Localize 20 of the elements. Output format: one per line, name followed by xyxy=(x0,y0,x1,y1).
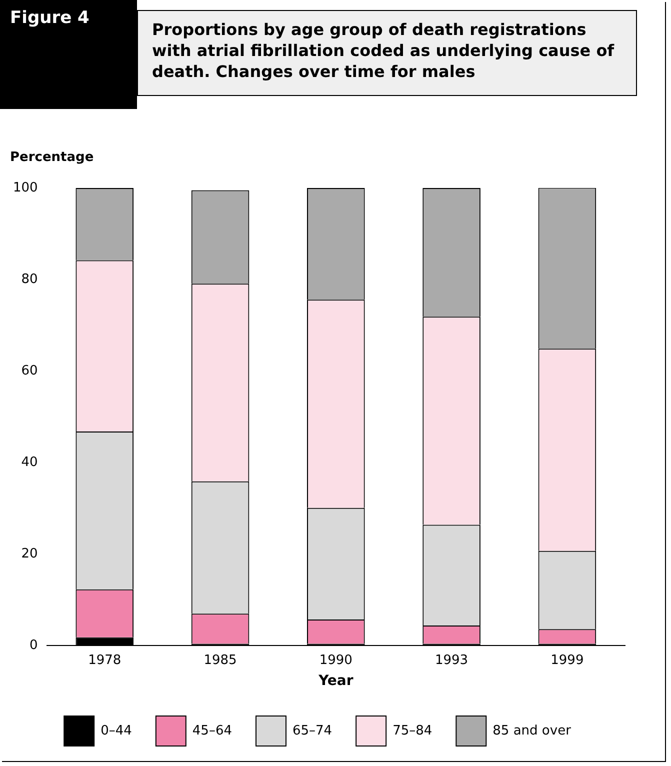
chart-title: Proportions by age group of death registrations with atrial fibrillation coded as underlying cause of death. Changes over time for males xyxy=(137,10,637,96)
y-tick-label: 40 xyxy=(21,454,38,470)
x-tick-label: 1993 xyxy=(434,652,468,668)
x-axis-title: Year xyxy=(318,673,354,690)
x-tick-label: 1990 xyxy=(319,652,352,668)
legend-label: 85 and over xyxy=(492,723,572,738)
y-tick-label: 0 xyxy=(30,638,38,653)
y-tick-label: 80 xyxy=(21,272,38,287)
y-axis-title: Percentage xyxy=(10,150,94,165)
legend-label: 45–64 xyxy=(192,723,232,738)
legend-label: 75–84 xyxy=(392,723,432,738)
y-tick-label: 20 xyxy=(21,546,38,562)
caption: Figure 4 xyxy=(0,0,137,109)
legend-label: 65–74 xyxy=(292,723,332,738)
x-tick-label: 1985 xyxy=(204,652,237,668)
y-tick-label: 60 xyxy=(21,363,38,378)
y-tick-label: 100 xyxy=(12,180,38,196)
x-tick-label: 1999 xyxy=(550,652,584,668)
x-tick-label: 1978 xyxy=(88,652,122,668)
legend-label: 0–44 xyxy=(100,723,132,738)
